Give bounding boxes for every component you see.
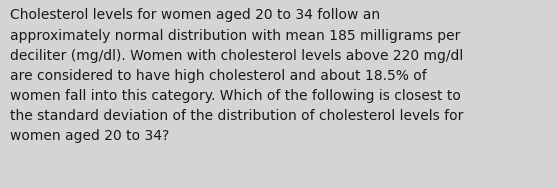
Text: Cholesterol levels for women aged 20 to 34 follow an
approximately normal distri: Cholesterol levels for women aged 20 to … (10, 8, 463, 143)
